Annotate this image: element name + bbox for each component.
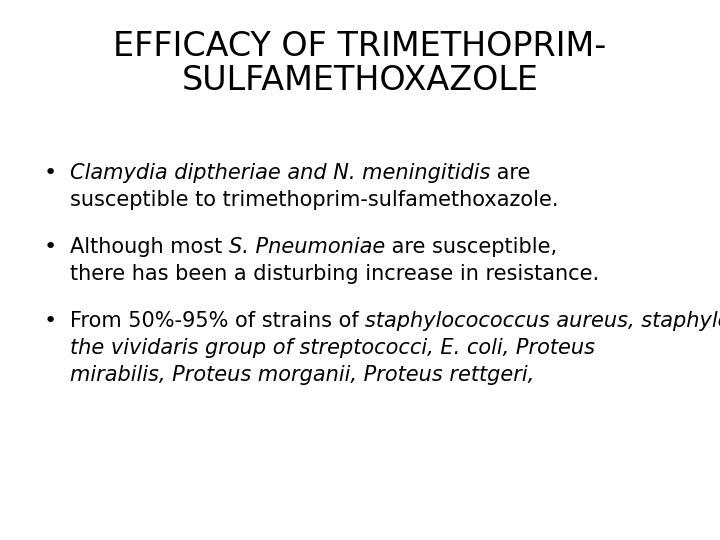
Text: mirabilis, Proteus morganii, Proteus rettgeri,: mirabilis, Proteus morganii, Proteus ret… [70, 365, 534, 385]
Text: S. Pneumoniae: S. Pneumoniae [229, 237, 385, 257]
Text: From 50%-95% of strains of: From 50%-95% of strains of [70, 311, 365, 331]
Text: susceptible to trimethoprim-sulfamethoxazole.: susceptible to trimethoprim-sulfamethoxa… [70, 190, 558, 210]
Text: are: are [490, 163, 531, 183]
Text: SULFAMETHOXAZOLE: SULFAMETHOXAZOLE [181, 64, 539, 97]
Text: •: • [43, 163, 56, 183]
Text: •: • [43, 311, 56, 331]
Text: Although most: Although most [70, 237, 229, 257]
Text: there has been a disturbing increase in resistance.: there has been a disturbing increase in … [70, 264, 599, 284]
Text: are susceptible,: are susceptible, [385, 237, 557, 257]
Text: Clamydia diptheriae and N. meningitidis: Clamydia diptheriae and N. meningitidis [70, 163, 490, 183]
Text: •: • [43, 237, 56, 257]
Text: EFFICACY OF TRIMETHOPRIM-: EFFICACY OF TRIMETHOPRIM- [113, 30, 607, 63]
Text: staphylocococcus aureus, staphylococcus epidermidis, S. pyogenes,: staphylocococcus aureus, staphylococcus … [365, 311, 720, 331]
Text: the vividaris group of streptococci, E. coli, Proteus: the vividaris group of streptococci, E. … [70, 338, 595, 358]
